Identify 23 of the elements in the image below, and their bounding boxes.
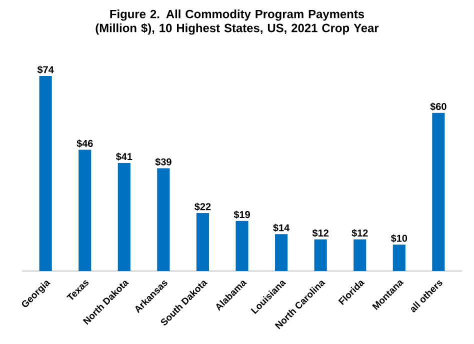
- bar: [39, 76, 52, 271]
- bar: [157, 168, 170, 271]
- bar: [236, 220, 248, 271]
- data-label: $46: [76, 139, 93, 148]
- bar: [392, 244, 406, 271]
- data-label: $74: [37, 66, 54, 74]
- data-label: $22: [194, 202, 211, 211]
- data-label: $10: [390, 234, 408, 242]
- bar: [118, 162, 130, 271]
- bar: [275, 234, 288, 271]
- data-label: $12: [312, 229, 328, 238]
- data-label: $41: [116, 152, 132, 161]
- data-label: $14: [273, 224, 290, 232]
- bar: [196, 213, 210, 271]
- data-label: $39: [155, 158, 172, 166]
- bar: [432, 112, 445, 271]
- bar: [314, 239, 327, 271]
- data-label: $19: [234, 210, 250, 219]
- bar: [78, 150, 92, 271]
- bar: [354, 239, 366, 271]
- data-label: $12: [352, 229, 368, 238]
- chart-title: Figure 2. All Commodity Program Payments (Million $), 10 Highest States, US, 2021 Crop Year: [96, 10, 379, 35]
- data-label: $60: [430, 102, 446, 111]
